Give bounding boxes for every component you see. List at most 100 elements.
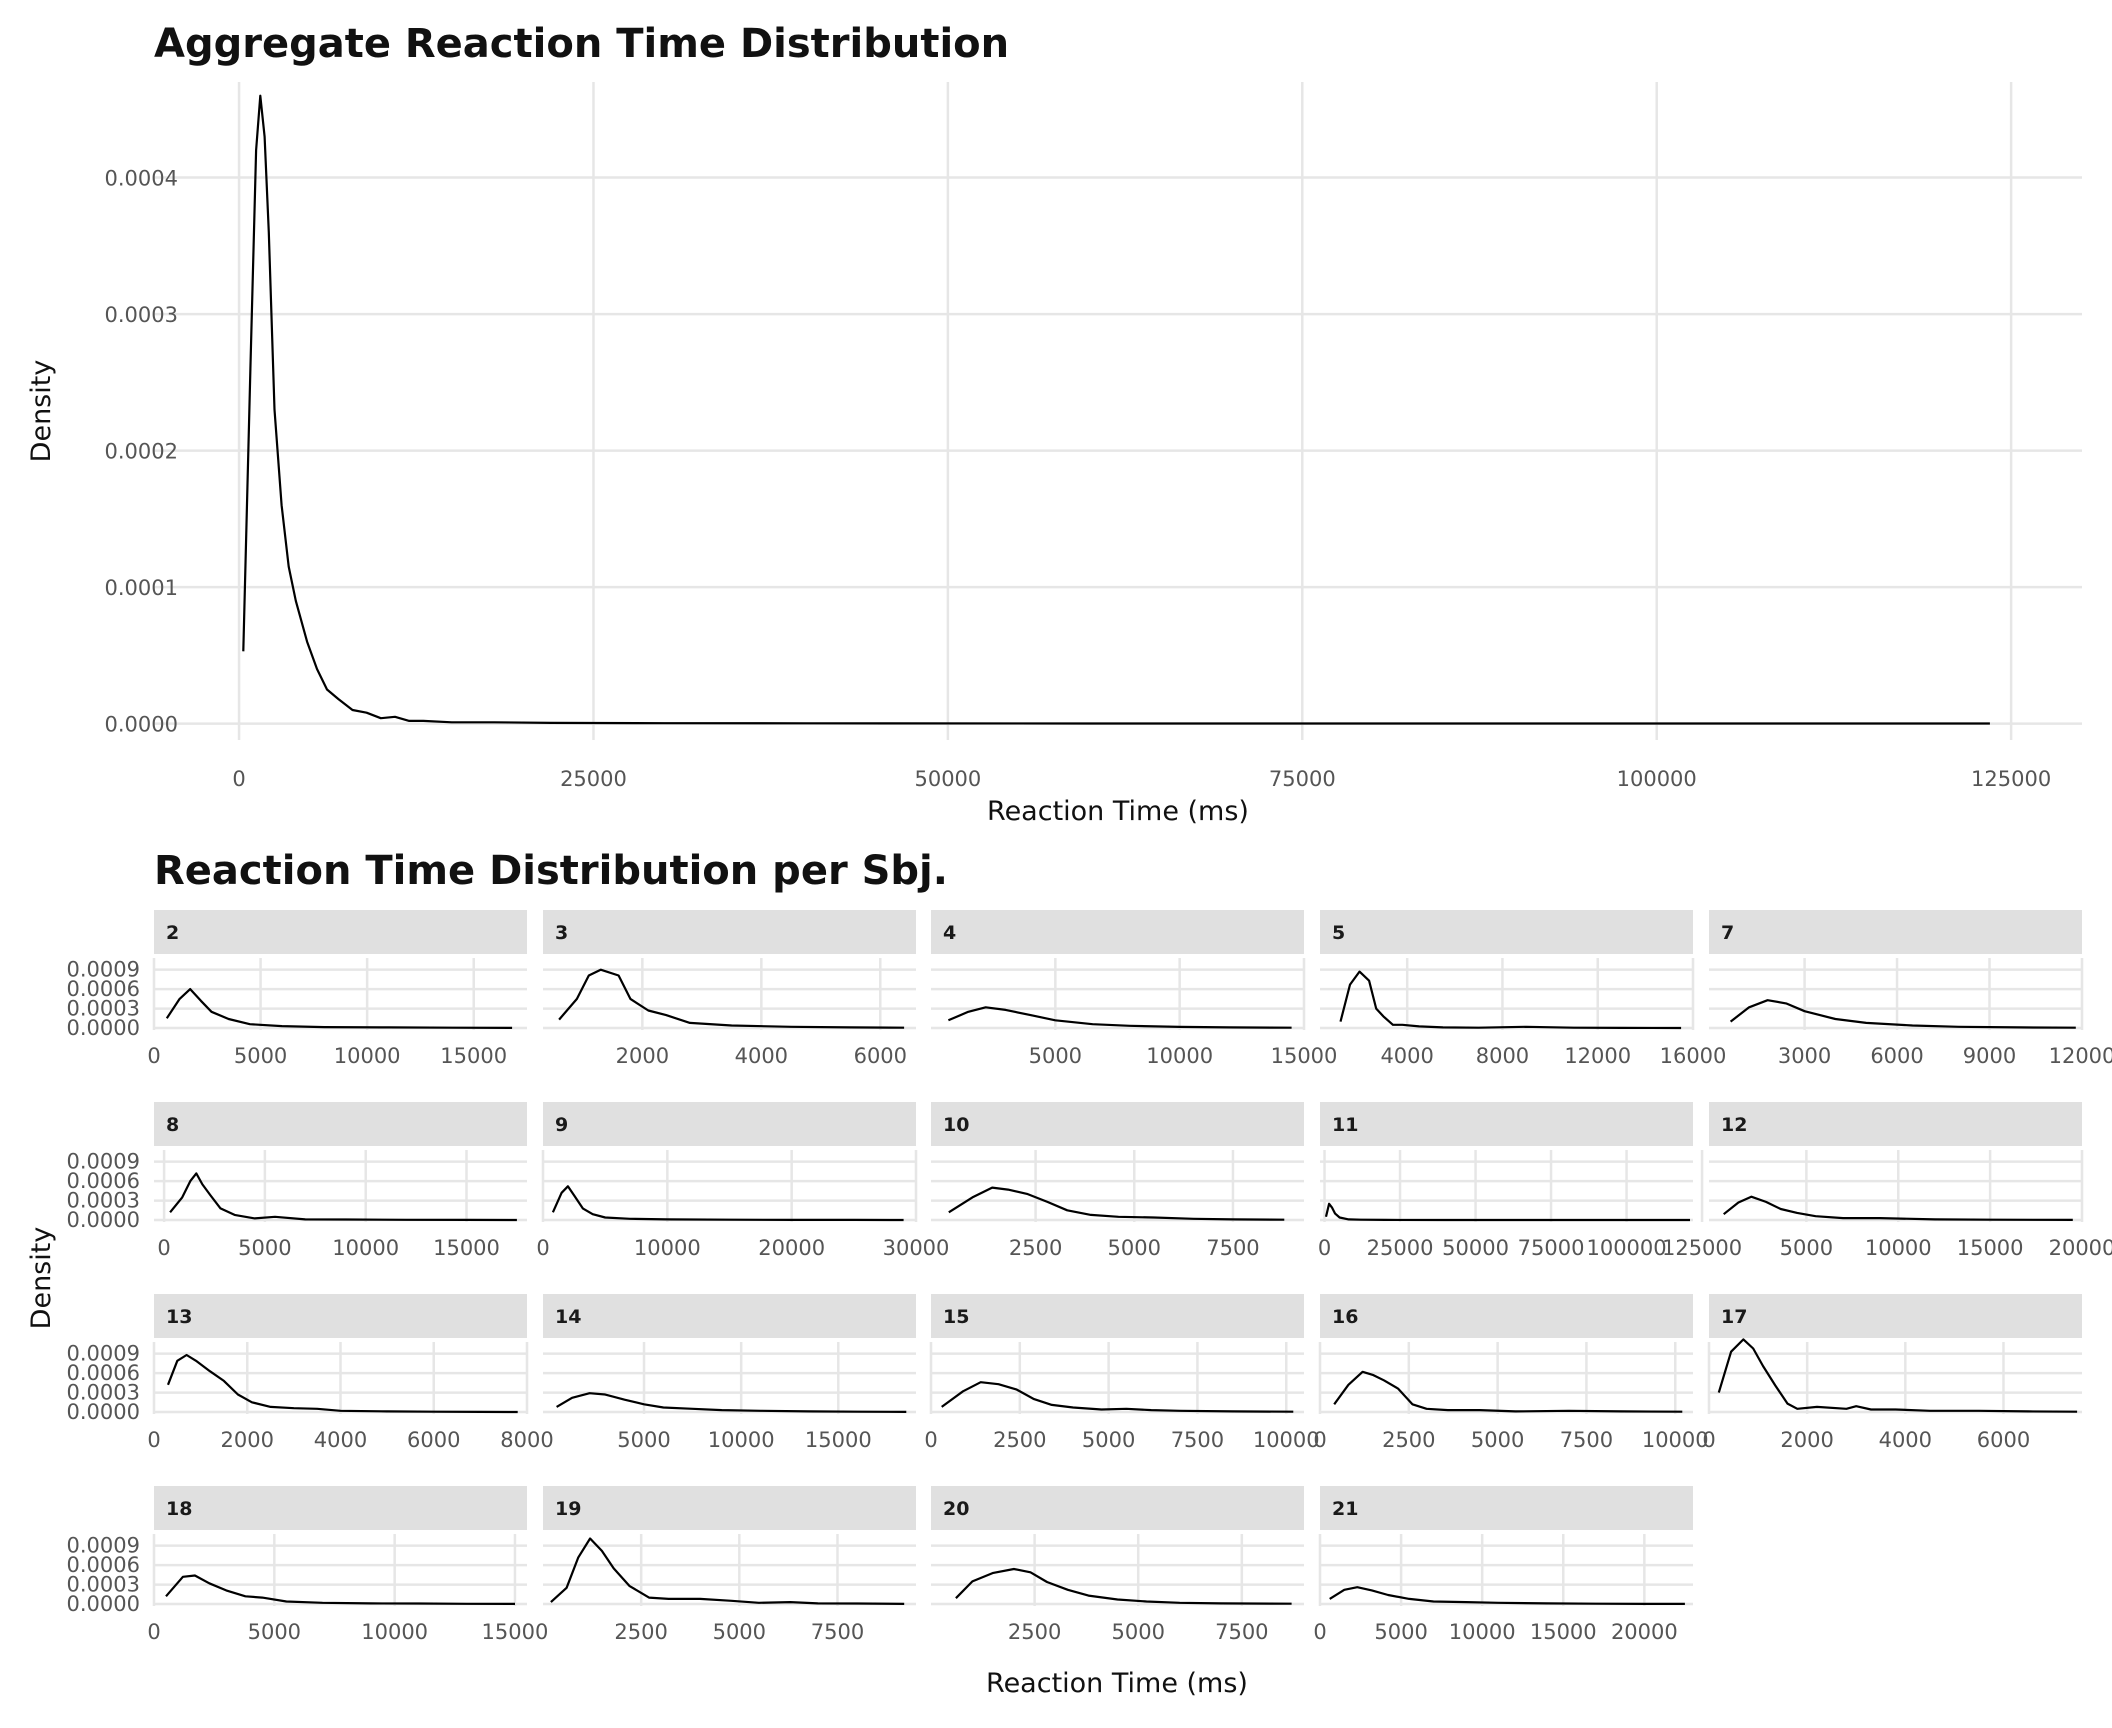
facet-x-tick-label: 5000 [1111,1620,1164,1644]
facet-density-curve [1729,999,2076,1029]
facet-strip [1709,1102,2082,1146]
facet-x-tick-label: 0 [1313,1428,1326,1452]
facet-strip [543,1102,916,1146]
facet-strip [931,910,1304,954]
facet-strip [1320,1102,1693,1146]
facet-density-curve [1333,1370,1683,1413]
aggregate-x-tick-label: 100000 [1617,767,1697,791]
facet-density-curve [955,1567,1292,1605]
facet-density-curve [550,1537,905,1605]
facet-x-tick-label: 10000 [361,1620,428,1644]
facet-x-tick-label: 10000 [334,1044,401,1068]
facet-y-tick-label: 0.0009 [67,1534,140,1558]
facet-strip [931,1294,1304,1338]
aggregate-x-tick-label: 50000 [914,767,981,791]
facet-x-tick-label: 5000 [1780,1236,1833,1260]
facet-strip-label: 12 [1721,1114,1747,1136]
facet-density-curve [165,1574,516,1605]
facet-strip-label: 19 [555,1498,581,1520]
facet-y-tick-label: 0.0009 [67,958,140,982]
facet-x-tick-label: 0 [1318,1236,1331,1260]
facet-density-curve [169,1172,517,1222]
facet-x-tick-label: 20000 [1611,1620,1678,1644]
facet-strip-label: 14 [555,1306,581,1328]
facet-strip [1320,1486,1693,1530]
facet-strip-label: 3 [555,922,568,944]
facet-x-tick-label: 12000 [2049,1044,2112,1068]
facet-x-tick-label: 25000 [1367,1236,1434,1260]
facet-y-tick-label: 0.0000 [67,1592,140,1616]
facet-x-tick-label: 20000 [2049,1236,2112,1260]
facet-density-curve [165,988,513,1029]
facet-strip [154,1102,527,1146]
facet-strip-label: 17 [1721,1306,1747,1328]
facet-density-curve [1717,1338,2078,1413]
facet-panel-5: 5 4000 8000 12000 16000 [1320,910,1726,1068]
facet-y-tick-label: 0.0009 [67,1342,140,1366]
aggregate-x-tick-label: 75000 [1269,767,1336,791]
facet-density-curve [1329,1586,1685,1605]
facet-strip [1320,910,1693,954]
aggregate-plot-area: 0 25000 50000 75000 100000 125000 0.0000 0.0001… [105,82,2082,791]
facet-density-curve [1339,970,1682,1030]
facet-x-tick-label: 75000 [1518,1236,1585,1260]
facet-x-tick-label: 0 [1702,1428,1715,1452]
facet-x-tick-label: 2000 [1780,1428,1833,1452]
facet-x-tick-label: 0 [147,1620,160,1644]
facet-x-tick-label: 6000 [854,1044,907,1068]
facet-y-tick-label: 0.0003 [67,1381,140,1405]
facet-x-tick-label: 5000 [617,1428,670,1452]
facet-x-tick-label: 2500 [1009,1236,1062,1260]
facet-x-tick-label: 15000 [1271,1044,1338,1068]
facet-x-tick-label: 0 [147,1044,160,1068]
facet-panel-12: 12 5000 10000 15000 20000 [1709,1102,2112,1260]
facet-x-tick-label: 7500 [1171,1428,1224,1452]
facet-y-axis-title: Density [26,1227,57,1330]
facet-y-tick-label: 0.0000 [67,1016,140,1040]
facet-panel-9: 9 0 10000 20000 30000 [536,1102,949,1260]
facet-x-tick-label: 8000 [500,1428,553,1452]
facet-strip [931,1102,1304,1146]
facet-x-tick-label: 2500 [1008,1620,1061,1644]
facet-strip [154,910,527,954]
facet-strip-label: 4 [943,922,956,944]
facet-strip [154,1294,527,1338]
facet-x-tick-label: 0 [1313,1620,1326,1644]
facet-x-tick-label: 3000 [1778,1044,1831,1068]
facet-y-tick-label: 0.0006 [67,1169,140,1193]
facet-strip [543,1486,916,1530]
facet-x-tick-label: 10000 [634,1236,701,1260]
facet-x-tick-label: 4000 [1380,1044,1433,1068]
facet-x-tick-label: 6000 [1977,1428,2030,1452]
facet-y-tick-label: 0.0003 [67,1573,140,1597]
facet-y-tick-label: 0.0009 [67,1150,140,1174]
facet-y-tick-label: 0.0003 [67,1189,140,1213]
facet-density-curve [1723,1195,2073,1221]
aggregate-x-tick-label: 25000 [560,767,627,791]
facet-x-tick-label: 15000 [440,1044,507,1068]
facet-strip [931,1486,1304,1530]
facet-y-tick-label: 0.0006 [67,977,140,1001]
facet-x-tick-label: 10000 [1865,1236,1932,1260]
facet-density-curve [166,1353,518,1414]
facet-y-tick-label: 0.0000 [67,1400,140,1424]
aggregate-y-tick-label: 0.0002 [105,440,178,464]
facet-strip-label: 9 [555,1114,568,1136]
aggregate-y-tick-label: 0.0001 [105,576,178,600]
facet-x-tick-label: 7500 [1215,1620,1268,1644]
facet-chart-title: Reaction Time Distribution per Sbj. [154,848,948,894]
facet-panel-20: 20 2500 5000 7500 [931,1486,1304,1644]
facet-panel-10: 10 2500 5000 7500 [931,1102,1304,1260]
facet-density-curve [558,968,905,1029]
facet-density-curve [1324,1202,1690,1222]
facet-x-tick-label: 2500 [1382,1428,1435,1452]
facet-x-tick-label: 15000 [433,1236,500,1260]
facet-x-tick-label: 4000 [314,1428,367,1452]
facet-panel-21: 21 0 5000 10000 15000 20000 [1313,1486,1693,1644]
facet-x-tick-label: 15000 [805,1428,872,1452]
facet-x-tick-label: 6000 [1870,1044,1923,1068]
facet-strip [154,1486,527,1530]
